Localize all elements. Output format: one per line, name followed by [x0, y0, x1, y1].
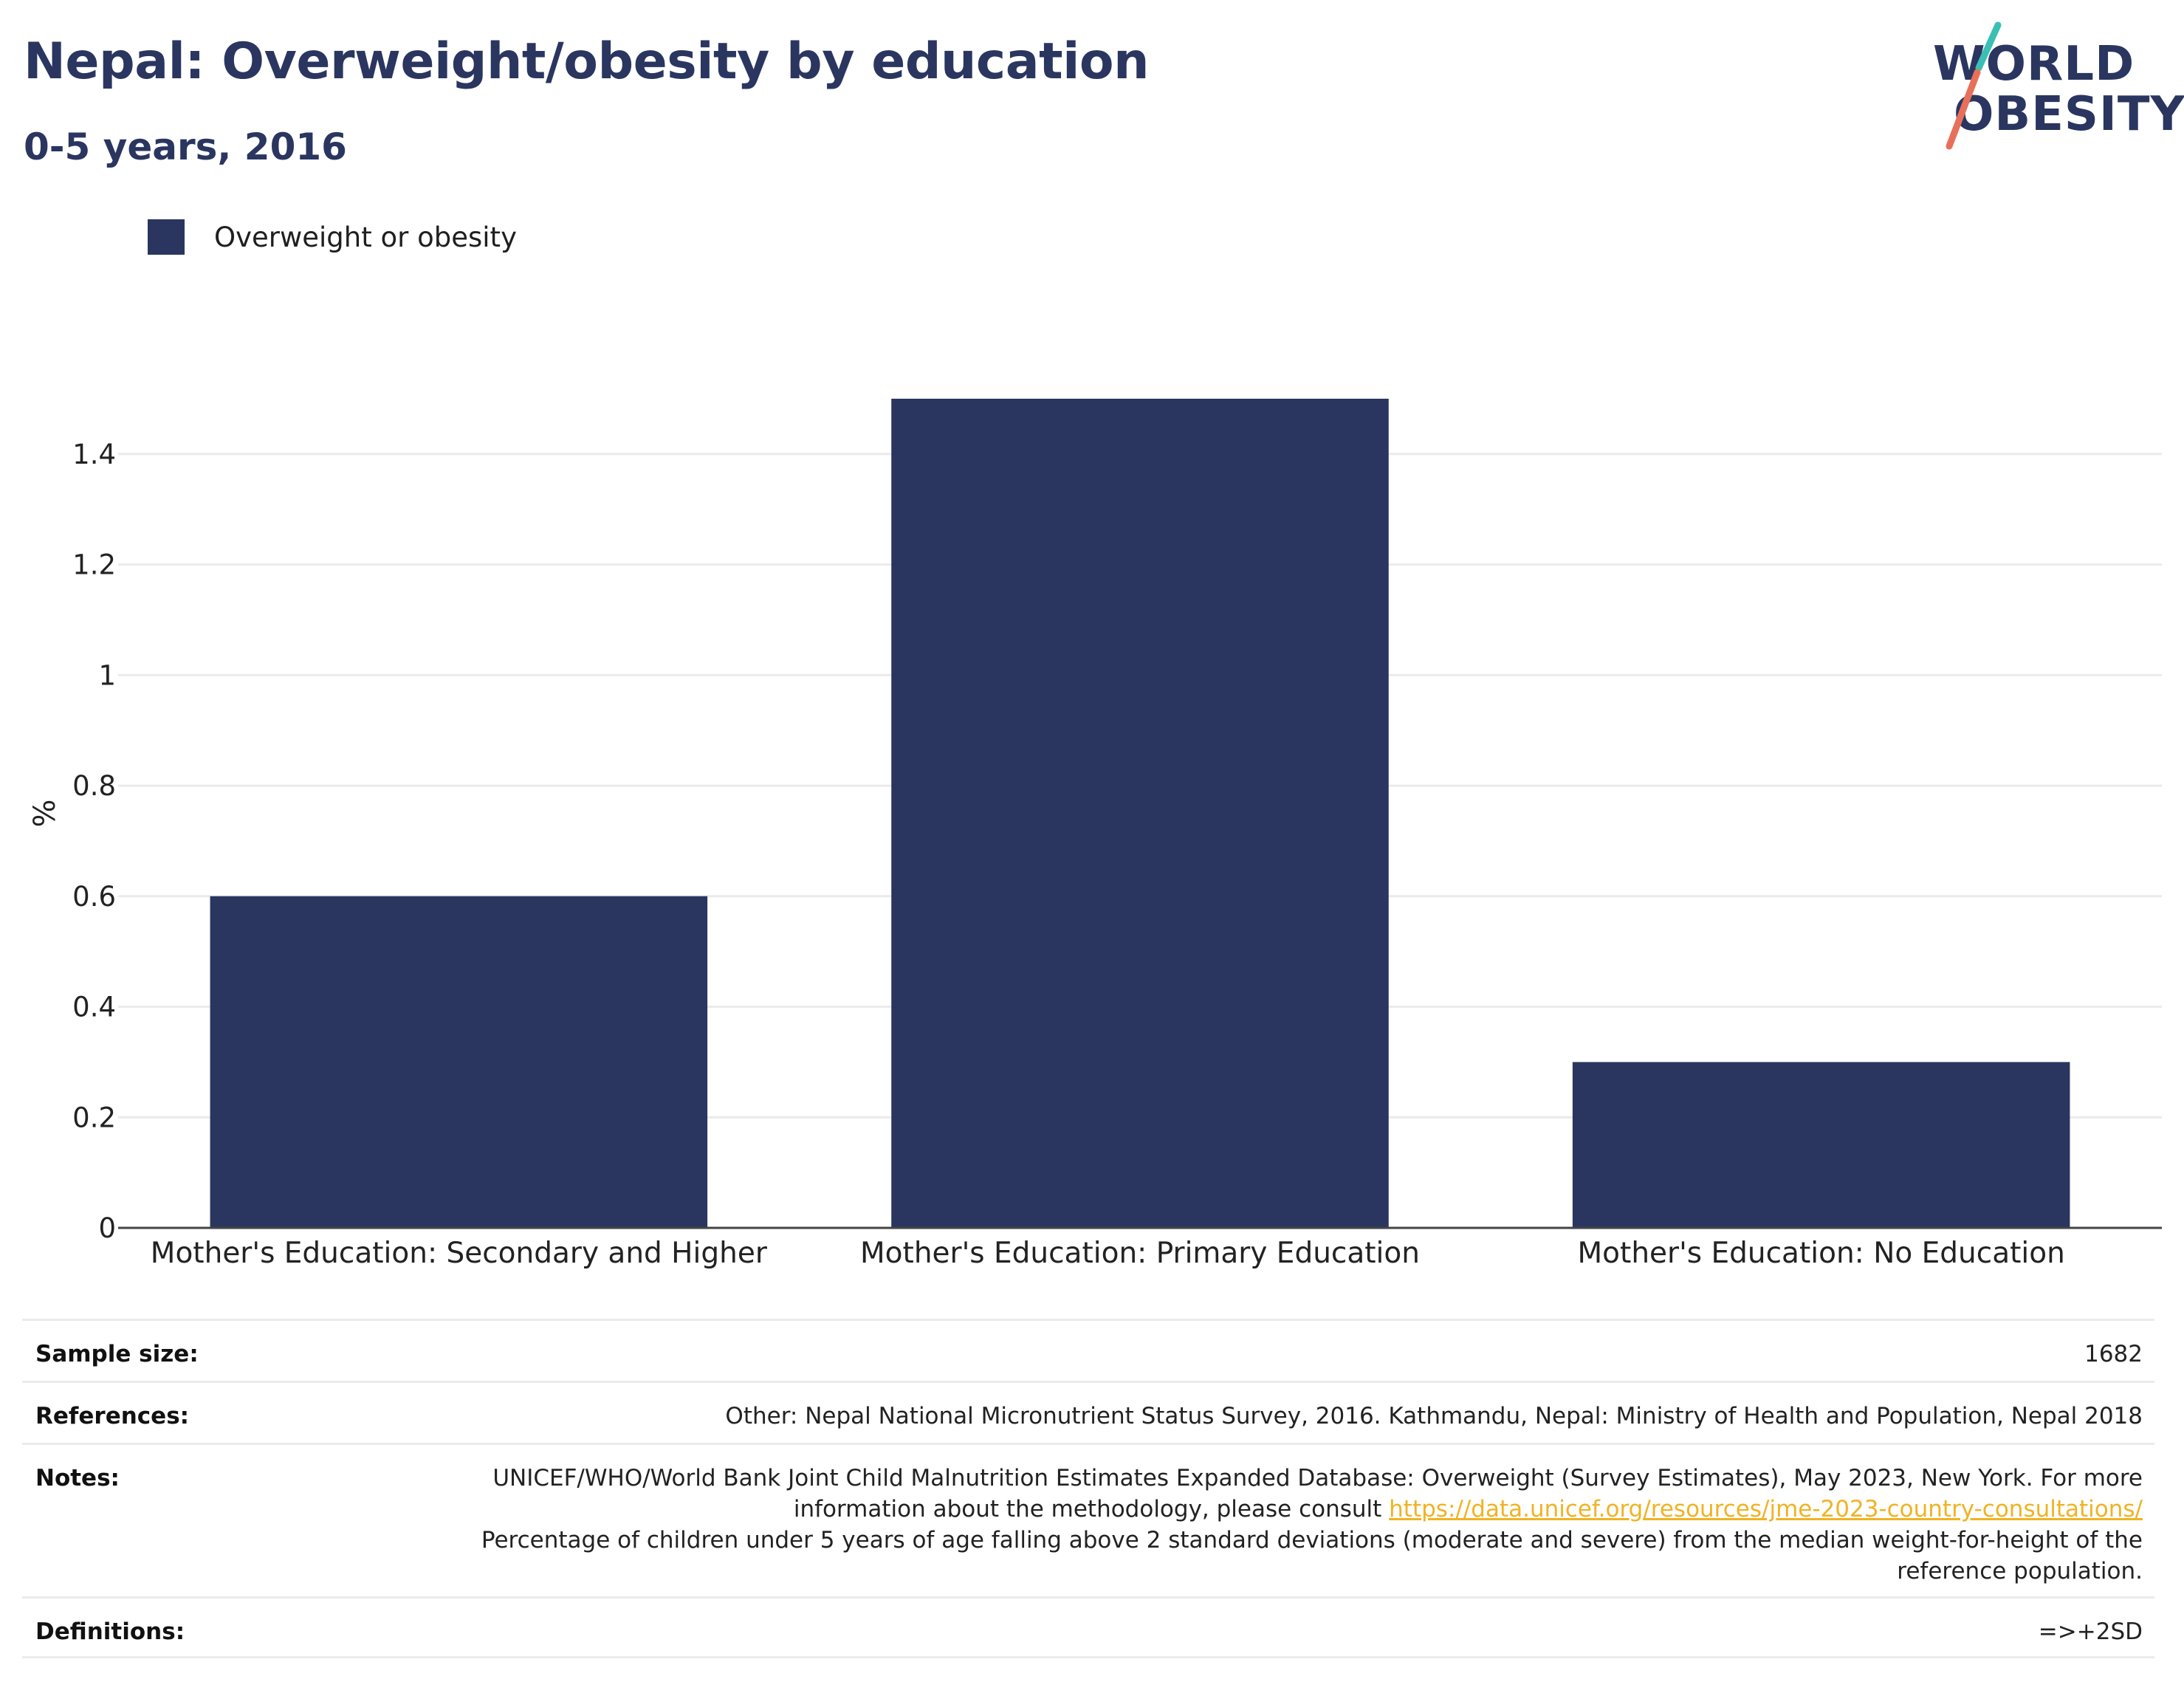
y-tick-label: 0.8 [72, 770, 116, 802]
y-tick-label: 1 [98, 659, 116, 691]
legend-swatch [148, 219, 185, 255]
world-obesity-logo: WORLD OBESITY [1933, 21, 2184, 154]
references-value: Other: Nepal National Micronutrient Stat… [725, 1403, 2143, 1429]
info-table: Sample size: 1682 References: Other: Nep… [22, 1319, 2154, 1658]
x-axis-category-labels: Mother's Education: Secondary and Higher… [151, 1237, 2065, 1270]
references-row: References: Other: Nepal National Micron… [22, 1381, 2154, 1443]
sample-size-row: Sample size: 1682 [22, 1319, 2154, 1381]
logo-slash-icon [1946, 21, 2002, 150]
chart-subtitle: 0-5 years, 2016 [24, 126, 347, 168]
legend-label: Overweight or obesity [214, 221, 517, 253]
bars [210, 399, 2070, 1228]
bar [1572, 1062, 2070, 1228]
chart-title: Nepal: Overweight/obesity by education [24, 32, 1150, 91]
notes-value: UNICEF/WHO/World Bank Joint Child Malnut… [474, 1463, 2143, 1587]
definitions-label: Definitions: [35, 1618, 185, 1645]
logo-word-obesity: OBESITY [1954, 87, 2184, 142]
definitions-value: =>+2SD [2038, 1618, 2143, 1645]
logo-word-world: WORLD [1933, 37, 2135, 92]
notes-text: UNICEF/WHO/World Bank Joint Child Malnut… [492, 1465, 2143, 1522]
bar-chart: 0 0.2 0.4 0.6 0.8 1 1.2 1.4 Mother's Education:… [28, 399, 2162, 1270]
y-axis-title: % [28, 799, 62, 827]
y-tick-label: 0.2 [72, 1102, 116, 1133]
sample-size-label: Sample size: [35, 1341, 199, 1367]
x-category-label: Mother's Education: No Education [1578, 1237, 2065, 1270]
references-label: References: [35, 1403, 190, 1429]
chart-legend: Overweight or obesity [148, 219, 517, 255]
y-tick-label: 0.4 [72, 992, 116, 1023]
bar [891, 399, 1389, 1228]
notes-row: Notes: UNICEF/WHO/World Bank Joint Child… [22, 1443, 2154, 1596]
notes-label: Notes: [35, 1465, 120, 1491]
y-tick-label: 0 [98, 1212, 116, 1244]
x-category-label: Mother's Education: Primary Education [860, 1237, 1420, 1270]
y-tick-label: 1.4 [72, 439, 116, 470]
y-tick-label: 1.2 [72, 549, 116, 581]
definitions-row: Definitions: =>+2SD [22, 1596, 2154, 1658]
y-axis-ticks: 0 0.2 0.4 0.6 0.8 1 1.2 1.4 [72, 439, 116, 1244]
y-tick-label: 0.6 [72, 881, 116, 913]
notes-link[interactable]: https://data.unicef.org/resources/jme-20… [1389, 1496, 2143, 1522]
bar [210, 896, 708, 1228]
notes-definition-text: Percentage of children under 5 years of … [481, 1527, 2143, 1585]
x-category-label: Mother's Education: Secondary and Higher [151, 1237, 768, 1270]
sample-size-value: 1682 [2084, 1341, 2143, 1367]
